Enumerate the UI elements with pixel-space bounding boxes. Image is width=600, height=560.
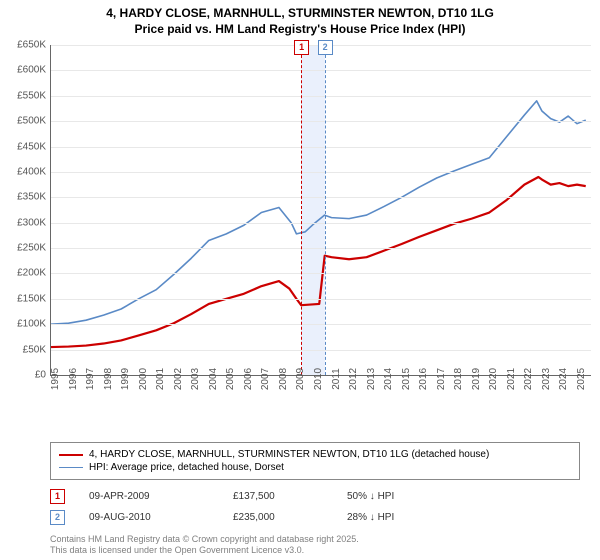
x-tick-label: 2006	[243, 368, 254, 390]
x-tick-label: 2018	[453, 368, 464, 390]
series-price_paid	[51, 177, 586, 347]
y-tick-label: £0	[35, 370, 46, 381]
x-tick-label: 2002	[173, 368, 184, 390]
x-tick-label: 2008	[278, 368, 289, 390]
x-tick-label: 2007	[260, 368, 271, 390]
transaction-date: 09-APR-2009	[89, 491, 209, 502]
line-svg	[51, 45, 591, 375]
legend-item: HPI: Average price, detached house, Dors…	[59, 461, 571, 474]
transaction-marker-small: 1	[50, 489, 65, 504]
legend-label: 4, HARDY CLOSE, MARNHULL, STURMINSTER NE…	[89, 449, 489, 460]
transaction-delta: 50% ↓ HPI	[347, 491, 394, 502]
x-tick-label: 2010	[313, 368, 324, 390]
x-tick-label: 2025	[576, 368, 587, 390]
x-tick-label: 1996	[68, 368, 79, 390]
gridline	[51, 223, 591, 224]
series-hpi	[51, 101, 586, 324]
x-tick-label: 2019	[471, 368, 482, 390]
y-tick-label: £50K	[23, 344, 46, 355]
legend-swatch	[59, 467, 83, 468]
x-tick-label: 1999	[120, 368, 131, 390]
y-tick-label: £250K	[17, 243, 46, 254]
transaction-vline	[325, 45, 326, 375]
x-tick-label: 2022	[523, 368, 534, 390]
x-tick-label: 2005	[225, 368, 236, 390]
legend-swatch	[59, 454, 83, 456]
transaction-price: £137,500	[233, 491, 323, 502]
transaction-date: 09-AUG-2010	[89, 512, 209, 523]
copyright: Contains HM Land Registry data © Crown c…	[50, 534, 359, 556]
transactions-table: 1 09-APR-2009 £137,500 50% ↓ HPI 2 09-AUG-201…	[50, 486, 394, 528]
gridline	[51, 96, 591, 97]
x-tick-label: 2000	[138, 368, 149, 390]
x-tick-label: 2009	[295, 368, 306, 390]
x-tick-label: 2021	[506, 368, 517, 390]
title-line-1: 4, HARDY CLOSE, MARNHULL, STURMINSTER NE…	[0, 6, 600, 22]
copyright-line-1: Contains HM Land Registry data © Crown c…	[50, 534, 359, 545]
gridline	[51, 172, 591, 173]
y-tick-label: £100K	[17, 319, 46, 330]
legend-label: HPI: Average price, detached house, Dors…	[89, 462, 284, 473]
x-tick-label: 2004	[208, 368, 219, 390]
y-tick-label: £600K	[17, 65, 46, 76]
plot-region: 12	[50, 45, 591, 376]
y-tick-label: £500K	[17, 116, 46, 127]
y-tick-label: £400K	[17, 166, 46, 177]
y-tick-label: £450K	[17, 141, 46, 152]
y-tick-label: £350K	[17, 192, 46, 203]
transaction-vline	[301, 45, 302, 375]
transaction-row: 2 09-AUG-2010 £235,000 28% ↓ HPI	[50, 507, 394, 528]
x-tick-label: 2003	[190, 368, 201, 390]
gridline	[51, 197, 591, 198]
chart-area: 12 £0£50K£100K£150K£200K£250K£300K£350K£…	[50, 45, 590, 395]
x-tick-label: 2015	[401, 368, 412, 390]
gridline	[51, 273, 591, 274]
gridline	[51, 248, 591, 249]
x-tick-label: 2020	[488, 368, 499, 390]
x-tick-label: 2011	[331, 368, 342, 390]
gridline	[51, 147, 591, 148]
y-tick-label: £150K	[17, 293, 46, 304]
y-tick-label: £200K	[17, 268, 46, 279]
y-tick-label: £650K	[17, 40, 46, 51]
x-tick-label: 2016	[418, 368, 429, 390]
legend: 4, HARDY CLOSE, MARNHULL, STURMINSTER NE…	[50, 442, 580, 480]
legend-item: 4, HARDY CLOSE, MARNHULL, STURMINSTER NE…	[59, 448, 571, 461]
x-tick-label: 2001	[155, 368, 166, 390]
gridline	[51, 121, 591, 122]
title-line-2: Price paid vs. HM Land Registry's House …	[0, 22, 600, 38]
x-tick-label: 2014	[383, 368, 394, 390]
transaction-delta: 28% ↓ HPI	[347, 512, 394, 523]
y-tick-label: £550K	[17, 90, 46, 101]
gridline	[51, 70, 591, 71]
copyright-line-2: This data is licensed under the Open Gov…	[50, 545, 359, 556]
transaction-marker-small: 2	[50, 510, 65, 525]
gridline	[51, 299, 591, 300]
y-tick-label: £300K	[17, 217, 46, 228]
chart-title: 4, HARDY CLOSE, MARNHULL, STURMINSTER NE…	[0, 0, 600, 37]
x-tick-label: 1997	[85, 368, 96, 390]
x-tick-label: 2017	[436, 368, 447, 390]
x-tick-label: 1995	[50, 368, 61, 390]
x-tick-label: 2012	[348, 368, 359, 390]
gridline	[51, 350, 591, 351]
transaction-row: 1 09-APR-2009 £137,500 50% ↓ HPI	[50, 486, 394, 507]
transaction-marker: 2	[318, 40, 333, 55]
x-tick-label: 2024	[558, 368, 569, 390]
transaction-price: £235,000	[233, 512, 323, 523]
x-tick-label: 1998	[103, 368, 114, 390]
x-tick-label: 2013	[366, 368, 377, 390]
gridline	[51, 324, 591, 325]
transaction-marker: 1	[294, 40, 309, 55]
x-tick-label: 2023	[541, 368, 552, 390]
